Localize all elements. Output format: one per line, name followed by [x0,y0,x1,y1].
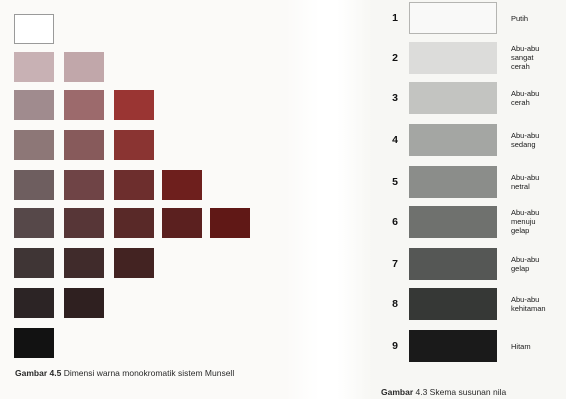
munsell-swatch [64,288,104,318]
munsell-swatch [64,52,104,82]
munsell-swatch [14,14,54,44]
gray-step-swatch [409,166,497,198]
munsell-swatch [162,208,202,238]
gray-step-number: 8 [392,298,398,310]
gray-step-number: 9 [392,340,398,352]
gray-step-swatch [409,330,497,362]
gray-step-swatch [409,124,497,156]
gray-step-label: Abu-abu sangat cerah [511,44,540,71]
gray-step-label: Abu-abu netral [511,173,540,191]
munsell-swatch [14,248,54,278]
munsell-swatch [210,208,250,238]
gray-step-swatch [409,288,497,320]
gray-step-swatch [409,42,497,74]
gray-step-number: 1 [392,12,398,24]
munsell-swatch [14,130,54,160]
gray-step-label: Hitam [511,342,531,351]
munsell-swatch [14,328,54,358]
munsell-swatch [114,248,154,278]
munsell-swatch [14,52,54,82]
munsell-swatch [64,170,104,200]
munsell-swatch [162,170,202,200]
munsell-swatch [114,90,154,120]
munsell-swatch [14,170,54,200]
gray-step-number: 2 [392,52,398,64]
gray-step-number: 7 [392,258,398,270]
gray-scale-caption-bold: Gambar [381,387,414,397]
munsell-caption-text: Dimensi warna monokromatik sistem Munsel… [63,368,235,378]
munsell-swatch [64,130,104,160]
gray-step-label: Abu-abu cerah [511,89,540,107]
gray-step-label: Abu-abu gelap [511,255,540,273]
gray-step-swatch [409,206,497,238]
gray-step-number: 3 [392,92,398,104]
gray-step-label: Abu-abu sedang [511,131,540,149]
gray-step-number: 6 [392,216,398,228]
gray-step-swatch [409,82,497,114]
page-gutter [285,0,372,399]
gray-step-label: Putih [511,14,529,23]
gray-step-swatch [409,2,497,34]
gray-scale-caption: Gambar 4.3 Skema susunan nila [381,387,566,397]
munsell-swatch [114,170,154,200]
munsell-swatch [114,208,154,238]
gray-scale-caption-text: 4.3 Skema susunan nila [415,387,507,397]
gray-step-label: Abu-abu menuju gelap [511,208,540,235]
munsell-caption-bold: Gambar 4.5 [15,368,62,378]
munsell-swatch [14,288,54,318]
gray-step-number: 5 [392,176,398,188]
munsell-swatch [64,248,104,278]
munsell-swatch [114,130,154,160]
gray-step-label: Abu-abu kehitaman [511,295,546,313]
munsell-swatch [64,208,104,238]
munsell-swatch [14,90,54,120]
gray-step-swatch [409,248,497,280]
munsell-swatch [14,208,54,238]
munsell-caption: Gambar 4.5 Dimensi warna monokromatik si… [15,368,265,378]
munsell-swatch [64,90,104,120]
gray-step-number: 4 [392,134,398,146]
